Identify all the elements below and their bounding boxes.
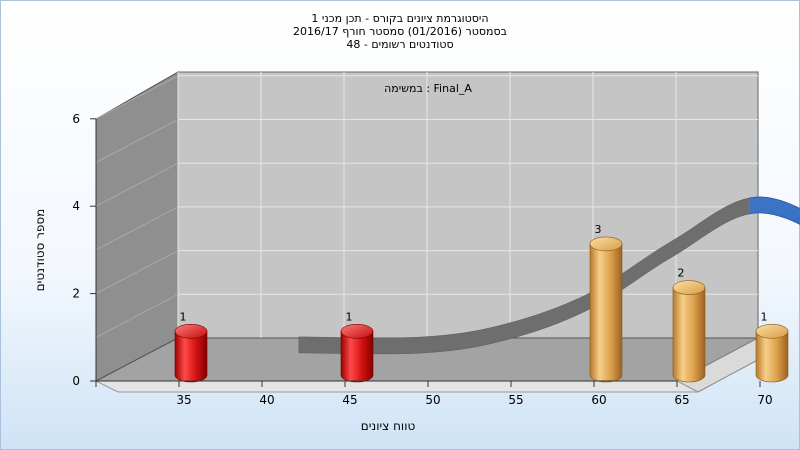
x-tick-label: 50 bbox=[425, 393, 440, 407]
x-axis-title: טווח ציונים bbox=[361, 419, 416, 433]
y-tick-label: 2 bbox=[72, 287, 80, 301]
bar-body bbox=[174, 331, 208, 383]
chart-title-line3: סטודנטים רשומים - 48 bbox=[346, 38, 454, 51]
y-tick-label: 6 bbox=[72, 112, 80, 126]
bars: 1132131532 bbox=[174, 223, 789, 383]
gridline-y-side bbox=[95, 250, 179, 295]
gridline-y-side bbox=[95, 206, 179, 251]
bar-top bbox=[174, 323, 208, 339]
chart-title-line2: בסמסטר (01/2016) סמסטר חורף 2016/17 bbox=[293, 25, 507, 38]
bar-top bbox=[755, 323, 789, 339]
bar-top bbox=[672, 280, 706, 295]
gridline-y-side bbox=[95, 119, 179, 163]
x-tick-label: 35 bbox=[176, 393, 191, 407]
gridline-y-side bbox=[95, 162, 179, 207]
x-tick-label: 70 bbox=[757, 393, 772, 407]
x-tick-label: 45 bbox=[342, 393, 357, 407]
left-wall bbox=[95, 71, 179, 382]
bar-body bbox=[672, 287, 706, 383]
chart-title: היסטוגרמת ציונים בקורס - תכן מכני 1 bbox=[311, 12, 489, 25]
back-wall bbox=[177, 71, 759, 339]
bar: 2 bbox=[672, 267, 706, 383]
bar-top bbox=[340, 323, 374, 339]
x-tick-label: 40 bbox=[259, 393, 274, 407]
bar-body bbox=[340, 331, 374, 383]
bar-value-label: 1 bbox=[180, 310, 187, 323]
bar-body bbox=[755, 331, 789, 383]
bar-value-label: 2 bbox=[678, 267, 685, 280]
x-axis: 35404550556065707580859095 bbox=[95, 380, 773, 407]
bar-body bbox=[589, 243, 623, 383]
x-tick-label: 60 bbox=[591, 393, 606, 407]
bar: 1 bbox=[340, 310, 374, 383]
x-tick-label: 55 bbox=[508, 393, 523, 407]
bar-value-label: 3 bbox=[595, 223, 602, 236]
bar: 1 bbox=[755, 310, 789, 383]
bar-top bbox=[589, 236, 623, 252]
y-axis: 0 2 4 6 bbox=[72, 112, 97, 388]
gridline-y-side bbox=[95, 75, 179, 120]
gridline-y-side bbox=[95, 293, 179, 338]
y-tick-label: 4 bbox=[72, 199, 80, 213]
x-tick-label: 65 bbox=[674, 393, 689, 407]
y-tick-label: 0 bbox=[72, 374, 80, 388]
curve-ribbon bbox=[749, 196, 800, 225]
y-axis-title: מספר סטודנטים bbox=[33, 209, 47, 292]
bar: 1 bbox=[174, 310, 208, 383]
bar-value-label: 1 bbox=[761, 310, 768, 323]
chart-subtitle: במשימה : Final_A bbox=[384, 82, 472, 95]
floor-front-edge bbox=[95, 380, 699, 393]
bar-value-label: 1 bbox=[346, 310, 353, 323]
bar: 3 bbox=[589, 223, 623, 383]
